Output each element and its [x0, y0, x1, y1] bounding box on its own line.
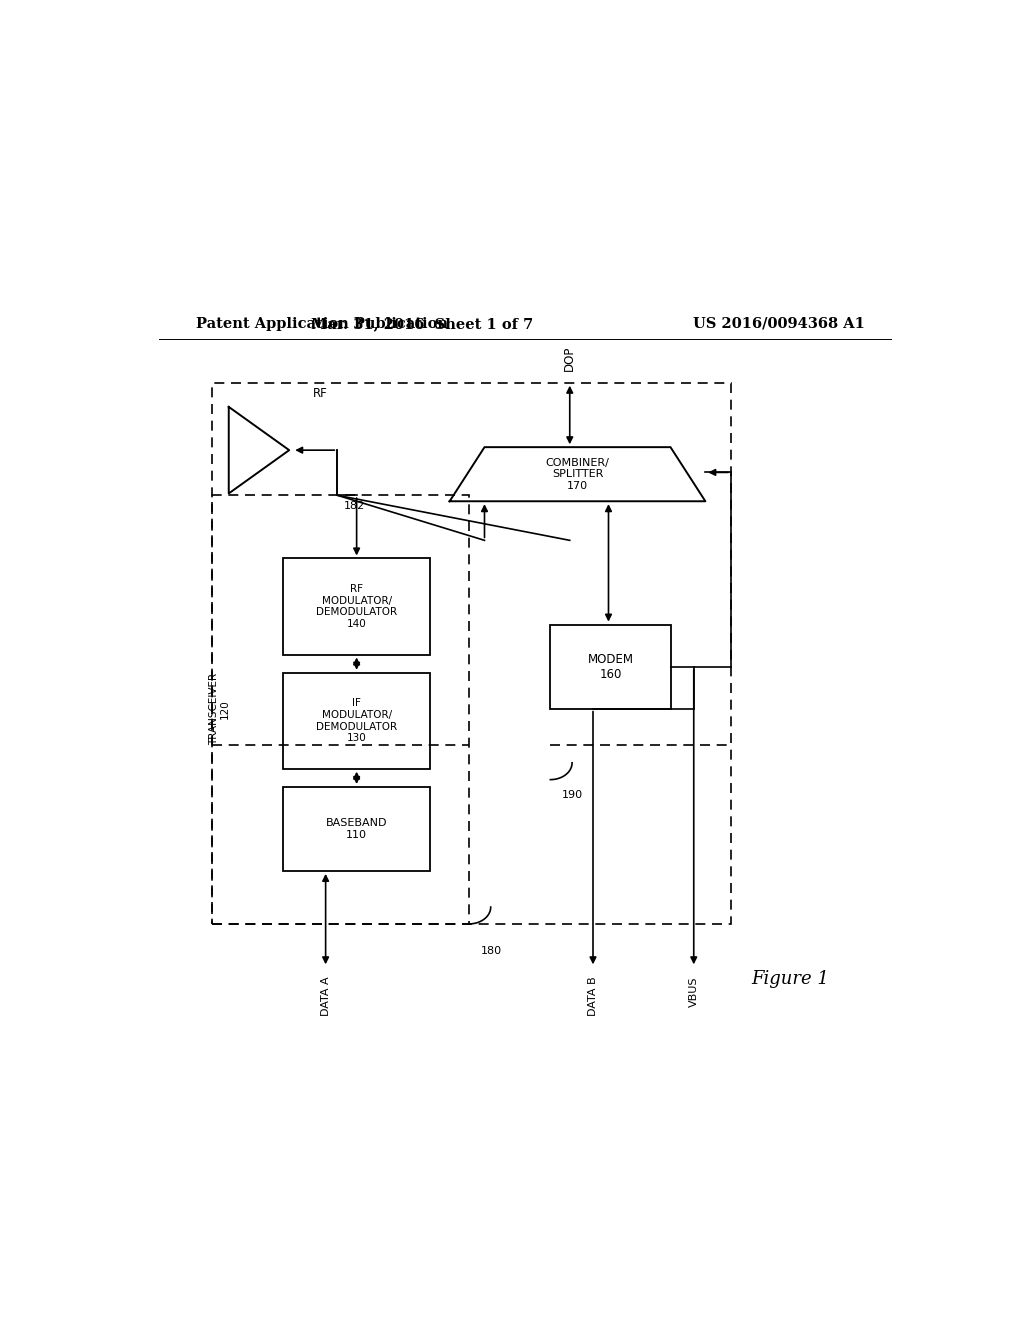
Text: RF: RF: [312, 387, 328, 400]
Text: Figure 1: Figure 1: [752, 970, 829, 989]
Text: 190: 190: [562, 789, 583, 800]
Bar: [283, 787, 430, 871]
Bar: [283, 558, 430, 655]
Text: DATA B: DATA B: [588, 977, 598, 1016]
Text: IF
MODULATOR/
DEMODULATOR
130: IF MODULATOR/ DEMODULATOR 130: [316, 698, 397, 743]
Text: TRANSCEIVER
120: TRANSCEIVER 120: [209, 673, 230, 744]
Text: US 2016/0094368 A1: US 2016/0094368 A1: [693, 317, 865, 331]
Text: Patent Application Publication: Patent Application Publication: [197, 317, 449, 331]
Bar: [212, 495, 469, 924]
Bar: [283, 673, 430, 768]
Bar: [212, 383, 731, 924]
Text: VBUS: VBUS: [689, 977, 698, 1007]
Text: 180: 180: [480, 946, 502, 956]
Text: MODEM
160: MODEM 160: [588, 652, 634, 681]
Text: Mar. 31, 2016  Sheet 1 of 7: Mar. 31, 2016 Sheet 1 of 7: [311, 317, 534, 331]
Text: DOP: DOP: [563, 346, 577, 371]
Text: COMBINER/
SPLITTER
170: COMBINER/ SPLITTER 170: [546, 458, 609, 491]
Text: 182: 182: [343, 502, 365, 511]
Bar: [550, 624, 671, 709]
Text: DATA A: DATA A: [321, 977, 331, 1016]
Text: BASEBAND
110: BASEBAND 110: [326, 818, 387, 840]
Text: RF
MODULATOR/
DEMODULATOR
140: RF MODULATOR/ DEMODULATOR 140: [316, 583, 397, 628]
